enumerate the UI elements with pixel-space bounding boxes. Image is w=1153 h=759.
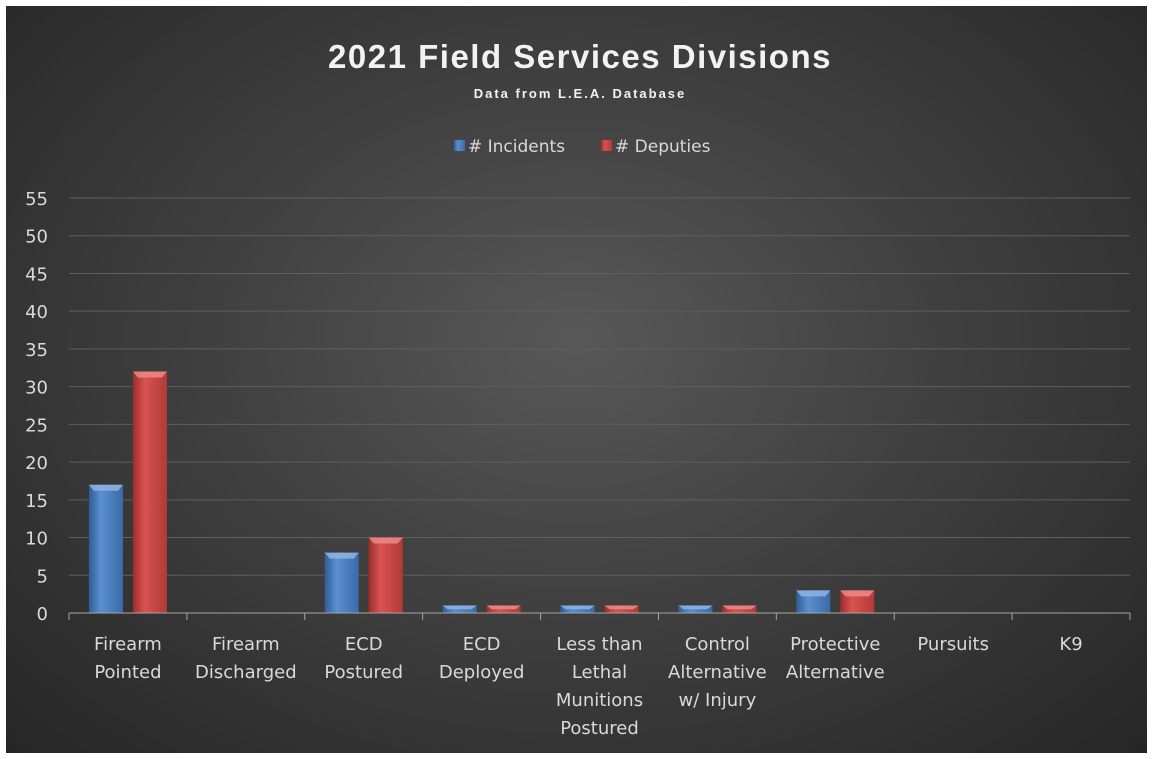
bar-deputies <box>840 590 875 613</box>
x-category-label-line: Less than <box>556 634 642 655</box>
x-category-label-line: Pointed <box>94 662 161 683</box>
chart-title: 2021 Field Services Divisions <box>328 38 832 75</box>
x-category-label: Firearm Discharged <box>195 634 297 683</box>
x-category-label-line: Pursuits <box>917 634 989 655</box>
x-category-label-line: Lethal <box>572 662 627 683</box>
bar-incidents-bevel <box>796 590 831 597</box>
gridlines <box>69 197 1130 576</box>
x-category-label: Protective Alternative <box>786 634 885 683</box>
x-category-label: Control Alternative w/ Injury <box>668 634 767 711</box>
x-category-label-line: ECD <box>463 634 501 655</box>
bar-deputies-bevel <box>840 590 875 597</box>
x-category-label-line: Alternative <box>786 662 885 683</box>
y-axis-tick-labels: 0 5 10 15 20 25 30 35 40 45 50 55 <box>25 189 48 625</box>
bar-deputies-bevel <box>486 605 521 610</box>
bar-deputies-bevel <box>132 371 167 378</box>
y-tick-label: 5 <box>37 566 48 587</box>
bar-deputies-body <box>368 537 403 613</box>
x-category-label-line: Postured <box>324 662 403 683</box>
bar-incidents-bevel <box>88 484 123 491</box>
x-category-label: Firearm Pointed <box>94 634 162 683</box>
legend-swatch-deputies <box>601 140 612 151</box>
x-category-label: ECD Postured <box>324 634 403 683</box>
bar-incidents <box>796 590 831 613</box>
y-tick-label: 45 <box>25 264 48 285</box>
x-category-label-line: Control <box>685 634 750 655</box>
y-tick-label: 10 <box>25 529 48 550</box>
bar-incidents <box>560 605 595 613</box>
x-category-label-line: Deployed <box>439 662 525 683</box>
bar-incidents-body <box>88 484 123 613</box>
x-category-label: Less than Lethal Munitions Postured <box>556 634 643 739</box>
x-category-label: ECD Deployed <box>439 634 525 683</box>
chart-background <box>6 6 1147 753</box>
bar-incidents-body <box>324 552 359 613</box>
y-tick-label: 0 <box>37 604 48 625</box>
y-tick-label: 15 <box>25 491 48 512</box>
x-category-label: Pursuits <box>917 634 989 655</box>
y-tick-label: 35 <box>25 340 48 361</box>
legend: # Incidents # Deputies <box>454 137 711 157</box>
legend-label-incidents: # Incidents <box>468 137 565 157</box>
bar-incidents <box>678 605 713 613</box>
bar-incidents-bevel <box>324 552 359 559</box>
bar-deputies-body <box>132 371 167 613</box>
x-category-label-line: K9 <box>1059 634 1082 655</box>
x-category-label-line: ECD <box>345 634 383 655</box>
y-tick-label: 40 <box>25 302 48 323</box>
x-category-label-line: Firearm <box>212 634 280 655</box>
bar-deputies-bevel <box>604 605 639 610</box>
x-category-label-line: Firearm <box>94 634 162 655</box>
x-category-label-line: w/ Injury <box>679 690 757 711</box>
bar-incidents <box>324 552 359 613</box>
x-category-label-line: Discharged <box>195 662 297 683</box>
bar-deputies <box>604 605 639 613</box>
legend-label-deputies: # Deputies <box>615 137 711 157</box>
x-category-label-line: Protective <box>790 634 880 655</box>
x-category-label-line: Postured <box>560 718 639 739</box>
bars <box>88 371 875 613</box>
bar-deputies <box>132 371 167 613</box>
x-category-label: K9 <box>1059 634 1082 655</box>
bar-incidents-bevel <box>442 605 477 610</box>
y-tick-label: 30 <box>25 378 48 399</box>
x-category-label-line: Munitions <box>556 690 643 711</box>
y-tick-label: 25 <box>25 415 48 436</box>
bar-incidents <box>88 484 123 613</box>
x-axis <box>68 612 1131 620</box>
bar-deputies <box>368 537 403 613</box>
bar-deputies <box>486 605 521 613</box>
bar-deputies-bevel <box>722 605 757 610</box>
y-tick-label: 55 <box>25 189 48 210</box>
chart-subtitle: Data from L.E.A. Database <box>474 86 687 101</box>
y-tick-label: 20 <box>25 453 48 474</box>
y-tick-label: 50 <box>25 227 48 248</box>
bar-incidents-bevel <box>560 605 595 610</box>
bar-incidents-bevel <box>678 605 713 610</box>
bar-deputies <box>722 605 757 613</box>
x-axis-category-labels: Firearm Pointed Firearm Discharged ECD Postur… <box>94 634 1083 739</box>
bar-incidents <box>442 605 477 613</box>
legend-swatch-incidents <box>454 140 465 151</box>
bar-deputies-bevel <box>368 537 403 544</box>
x-category-label-line: Alternative <box>668 662 767 683</box>
